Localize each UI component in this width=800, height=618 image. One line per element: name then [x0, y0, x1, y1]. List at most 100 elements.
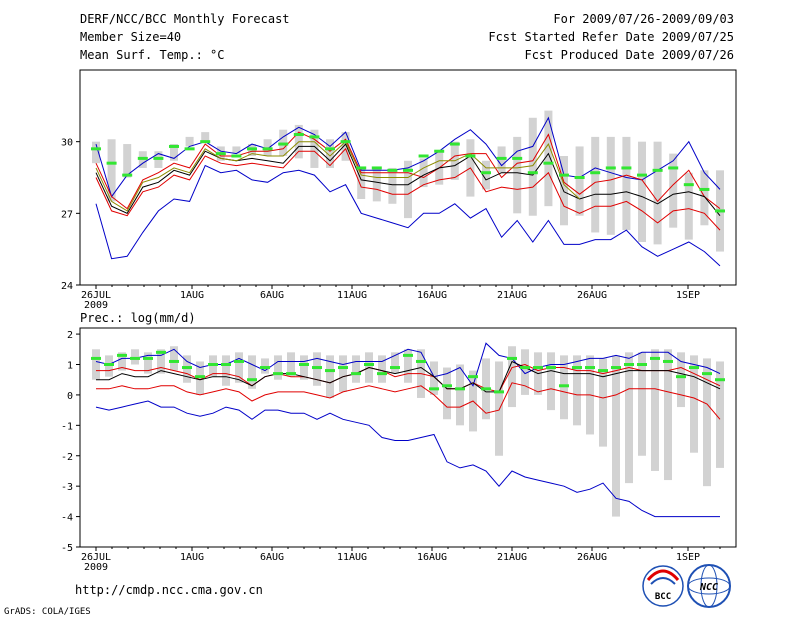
spread-bar — [653, 141, 662, 245]
green-marker — [312, 366, 322, 370]
green-marker — [572, 366, 582, 370]
spread-bar — [508, 346, 516, 408]
green-marker — [637, 363, 647, 366]
green-marker — [293, 133, 304, 136]
green-marker — [208, 363, 218, 366]
green-marker — [434, 149, 445, 153]
green-marker — [184, 147, 195, 151]
green-marker — [351, 372, 361, 376]
green-marker — [520, 366, 530, 370]
spread-bar — [185, 136, 194, 147]
green-marker — [325, 369, 335, 373]
green-marker — [715, 209, 725, 213]
green-marker — [650, 356, 660, 360]
green-marker — [624, 363, 634, 366]
green-marker — [699, 187, 710, 191]
spread-bar — [391, 352, 399, 374]
green-marker — [559, 173, 569, 177]
green-marker — [652, 168, 663, 172]
source-url: http://cmdp.ncc.cma.gov.cn — [75, 583, 263, 597]
x-tick-label: 26JUL — [81, 290, 111, 301]
spread-bar — [573, 355, 581, 426]
green-marker — [278, 142, 289, 146]
green-marker — [585, 366, 595, 370]
forecast-period: For 2009/07/26-2009/09/03 — [553, 12, 734, 26]
series-ens_mean-line — [96, 360, 721, 393]
green-marker — [533, 366, 543, 370]
spread-bar — [482, 160, 490, 190]
green-marker — [299, 363, 309, 366]
green-marker — [574, 176, 585, 179]
x-tick-label: 1AUG — [180, 552, 204, 563]
spread-bar — [352, 355, 360, 383]
svg-text:BCC: BCC — [655, 592, 671, 602]
green-marker — [442, 384, 452, 388]
variable-label: Mean Surf. Temp.: °C — [80, 48, 225, 62]
green-marker — [496, 156, 507, 160]
spread-bar — [690, 355, 698, 453]
x-tick-label: 6AUG — [260, 552, 284, 563]
series-olive-line — [95, 140, 580, 212]
figure-title: DERF/NCC/BCC Monthly Forecast — [80, 12, 290, 26]
spread-bar — [612, 355, 620, 517]
green-marker — [262, 147, 273, 151]
y-tick-label: 27 — [61, 209, 73, 220]
green-marker — [590, 171, 601, 175]
panel2-title: Prec.: log(mm/d) — [80, 311, 196, 325]
spread-bar — [118, 352, 126, 371]
green-marker — [481, 387, 491, 391]
x-tick-label: 21AUG — [497, 552, 527, 563]
spread-bar — [547, 352, 555, 411]
green-marker — [387, 168, 398, 172]
spread-bar — [107, 139, 116, 202]
spread-bar — [521, 349, 529, 395]
green-marker — [418, 154, 429, 158]
green-marker — [137, 156, 148, 160]
grads-credit: GrADS: COLA/IGES — [4, 607, 91, 617]
x-tick-label: 11AUG — [337, 290, 367, 301]
y-tick-label: -2 — [61, 452, 73, 463]
spread-bar — [625, 352, 633, 484]
plot-frame — [79, 69, 737, 286]
spread-bar — [664, 349, 672, 481]
spread-bar — [591, 136, 600, 233]
spread-bar — [513, 136, 522, 214]
y-tick-label: 24 — [61, 281, 73, 292]
spread-bar — [300, 355, 308, 380]
x-tick-label: 16AUG — [417, 552, 447, 563]
spread-bar — [703, 358, 711, 487]
spread-bar — [419, 158, 428, 188]
green-marker — [130, 356, 140, 360]
series-min-line — [95, 400, 720, 518]
green-marker — [340, 140, 351, 144]
spread-bar — [310, 129, 319, 168]
spread-bar — [456, 364, 464, 426]
green-marker — [169, 144, 179, 148]
spread-bar — [274, 355, 282, 380]
green-marker — [702, 372, 712, 376]
green-marker — [104, 363, 114, 366]
y-tick-label: -5 — [61, 543, 73, 554]
svg-text:NCC: NCC — [699, 582, 718, 593]
green-marker — [663, 359, 673, 363]
green-marker — [527, 171, 538, 175]
y-tick-label: 0 — [67, 391, 73, 402]
green-marker — [468, 375, 478, 379]
green-marker — [494, 390, 504, 394]
spread-bar — [372, 167, 381, 202]
y-tick-label: 1 — [67, 361, 73, 372]
x-year-label: 2009 — [84, 562, 108, 573]
green-marker — [403, 353, 413, 357]
ncc-logo: NCC — [687, 564, 731, 608]
refer-date: Fcst Started Refer Date 2009/07/25 — [488, 30, 734, 44]
x-tick-label: 16AUG — [417, 290, 447, 301]
spread-bar — [700, 170, 709, 226]
spread-bar — [157, 349, 165, 374]
spread-bar — [651, 349, 659, 471]
spread-bar — [677, 352, 685, 408]
green-marker — [371, 166, 382, 170]
green-marker — [390, 366, 400, 370]
green-marker — [543, 161, 554, 165]
green-marker — [234, 359, 244, 363]
spread-bar — [575, 146, 584, 216]
